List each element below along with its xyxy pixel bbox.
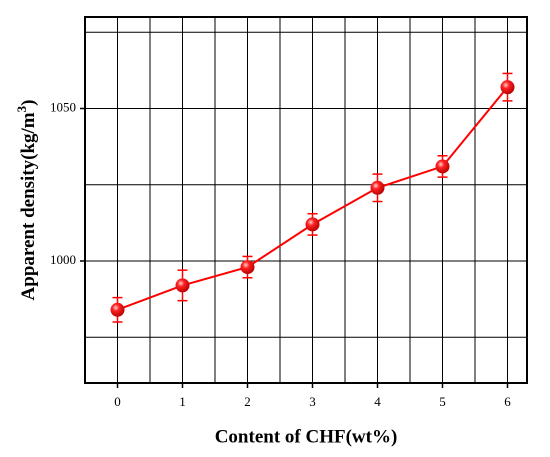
x-tick-label: 4	[374, 394, 381, 409]
plot-frame	[84, 16, 528, 384]
data-point	[240, 260, 255, 275]
data-point	[435, 159, 450, 174]
data-point	[500, 80, 515, 95]
data-point	[110, 302, 125, 317]
data-point	[305, 217, 320, 232]
x-tick-label: 5	[439, 394, 446, 409]
x-axis-label: Content of CHF(wt%)	[215, 426, 398, 447]
x-tick-label: 3	[309, 394, 316, 409]
x-tick-label: 2	[244, 394, 251, 409]
y-label-part: Apparent density(kg/m	[18, 112, 39, 300]
x-tick-label: 1	[179, 394, 186, 409]
data-point	[175, 278, 190, 293]
y-label-part: )	[18, 100, 39, 106]
x-tick-label: 6	[504, 394, 511, 409]
y-tick-label: 1000	[50, 252, 76, 267]
y-label-part: 3	[14, 105, 29, 112]
x-tick-label: 0	[114, 394, 121, 409]
y-axis-label: Apparent density(kg/m3)	[14, 100, 39, 301]
y-tick-label: 1050	[50, 99, 76, 114]
data-point	[370, 180, 385, 195]
